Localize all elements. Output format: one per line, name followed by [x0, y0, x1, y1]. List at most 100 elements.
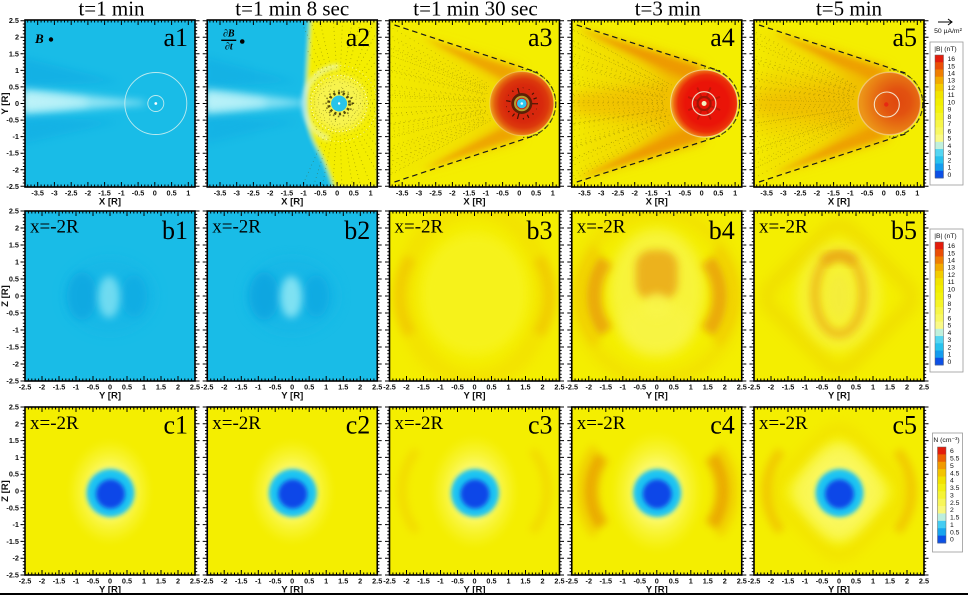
- svg-text:-1: -1: [620, 577, 627, 586]
- svg-text:-1: -1: [300, 189, 307, 198]
- svg-text:a3: a3: [528, 23, 553, 52]
- svg-text:1: 1: [324, 577, 328, 586]
- svg-text:0: 0: [153, 189, 157, 198]
- svg-text:14: 14: [948, 70, 956, 77]
- svg-text:x=-2R: x=-2R: [212, 217, 261, 238]
- svg-text:1.5: 1.5: [703, 383, 713, 392]
- svg-text:-3.5: -3.5: [214, 189, 227, 198]
- svg-text:Z [R]: Z [R]: [0, 480, 11, 502]
- svg-text:-1.5: -1.5: [281, 189, 294, 198]
- svg-text:X [R]: X [R]: [99, 197, 121, 208]
- svg-text:-0.5: -0.5: [816, 577, 829, 586]
- svg-text:2.5: 2.5: [919, 383, 929, 392]
- svg-text:-1.5: -1.5: [235, 577, 248, 586]
- svg-text:Y [R]: Y [R]: [464, 391, 486, 402]
- svg-text:-0.5: -0.5: [634, 383, 647, 392]
- svg-text:2.5: 2.5: [372, 577, 382, 586]
- svg-text:0.5: 0.5: [9, 275, 19, 284]
- svg-text:6: 6: [948, 315, 952, 322]
- svg-text:-1.5: -1.5: [782, 383, 795, 392]
- svg-text:-3: -3: [780, 189, 787, 198]
- svg-text:x=-2R: x=-2R: [30, 413, 79, 434]
- svg-text:-0.5: -0.5: [269, 383, 282, 392]
- svg-text:3: 3: [950, 492, 954, 499]
- svg-text:0.5: 0.5: [669, 577, 679, 586]
- svg-text:-0.5: -0.5: [6, 309, 19, 318]
- svg-text:-0.5: -0.5: [861, 189, 874, 198]
- svg-text:-2.5: -2.5: [383, 577, 396, 586]
- svg-text:7: 7: [948, 308, 952, 315]
- svg-text:2: 2: [723, 577, 727, 586]
- svg-text:0.5: 0.5: [896, 189, 906, 198]
- svg-text:-2: -2: [221, 577, 228, 586]
- svg-text:2: 2: [905, 577, 909, 586]
- svg-text:a5: a5: [892, 23, 917, 52]
- svg-text:0.5: 0.5: [851, 577, 861, 586]
- svg-text:c5: c5: [892, 411, 917, 440]
- svg-text:15: 15: [948, 63, 956, 70]
- svg-text:0.5: 0.5: [167, 189, 177, 198]
- svg-text:0.5: 0.5: [669, 383, 679, 392]
- svg-text:1.5: 1.5: [950, 515, 960, 522]
- svg-text:Y [R]: Y [R]: [281, 391, 303, 402]
- svg-text:-1.5: -1.5: [53, 577, 66, 586]
- svg-text:13: 13: [948, 78, 956, 85]
- svg-text:14: 14: [948, 257, 956, 264]
- svg-text:-2.5: -2.5: [383, 383, 396, 392]
- svg-text:10: 10: [948, 99, 956, 106]
- svg-text:1: 1: [15, 258, 19, 267]
- svg-text:0: 0: [948, 172, 952, 179]
- svg-text:0: 0: [700, 189, 704, 198]
- svg-text:-2.5: -2.5: [748, 383, 761, 392]
- svg-text:-2: -2: [768, 577, 775, 586]
- svg-text:1: 1: [689, 383, 693, 392]
- svg-text:9: 9: [948, 294, 952, 301]
- svg-text:t=5 min: t=5 min: [816, 0, 883, 21]
- svg-text:1: 1: [186, 189, 190, 198]
- svg-text:2: 2: [176, 383, 180, 392]
- svg-text:1: 1: [950, 522, 954, 529]
- svg-text:-0.5: -0.5: [87, 383, 100, 392]
- svg-text:c3: c3: [528, 411, 553, 440]
- svg-text:2.5: 2.5: [950, 500, 960, 507]
- svg-text:-1: -1: [255, 383, 262, 392]
- svg-text:-0.5: -0.5: [679, 189, 692, 198]
- svg-text:X [R]: X [R]: [281, 197, 303, 208]
- svg-text:-2.5: -2.5: [6, 377, 19, 386]
- svg-text:1: 1: [948, 352, 952, 359]
- svg-text:6: 6: [948, 128, 952, 135]
- svg-text:4: 4: [948, 330, 952, 337]
- svg-text:1.5: 1.5: [9, 49, 19, 58]
- svg-text:3: 3: [948, 150, 952, 157]
- svg-text:1.5: 1.5: [520, 383, 530, 392]
- svg-text:x=-2R: x=-2R: [759, 413, 808, 434]
- svg-text:1.5: 1.5: [885, 577, 895, 586]
- svg-text:-0.5: -0.5: [87, 577, 100, 586]
- svg-text:Y [R]: Y [R]: [99, 585, 121, 595]
- svg-text:1: 1: [551, 189, 555, 198]
- svg-text:|B| (nT): |B| (nT): [934, 46, 956, 53]
- svg-text:9: 9: [948, 107, 952, 114]
- svg-text:-1: -1: [13, 520, 20, 529]
- svg-text:c1: c1: [163, 411, 188, 440]
- svg-text:-2.5: -2.5: [6, 571, 19, 580]
- svg-text:-2: -2: [39, 577, 46, 586]
- svg-text:0: 0: [472, 577, 476, 586]
- svg-text:t=1 min 8 sec: t=1 min 8 sec: [235, 0, 349, 21]
- svg-text:8: 8: [948, 114, 952, 121]
- svg-text:a2: a2: [346, 23, 371, 52]
- svg-text:-3.5: -3.5: [578, 189, 591, 198]
- svg-text:2.5: 2.5: [9, 207, 19, 216]
- svg-text:-2.5: -2.5: [794, 189, 807, 198]
- svg-text:-1: -1: [13, 132, 20, 141]
- svg-text:c4: c4: [710, 411, 735, 440]
- svg-text:-3.5: -3.5: [31, 189, 44, 198]
- svg-text:2: 2: [15, 419, 19, 428]
- svg-text:-1.5: -1.5: [417, 383, 430, 392]
- svg-text:0.5: 0.5: [531, 189, 541, 198]
- svg-text:-1: -1: [437, 383, 444, 392]
- svg-text:-2: -2: [631, 189, 638, 198]
- svg-text:-0.5: -0.5: [6, 116, 19, 125]
- svg-text:1: 1: [733, 189, 737, 198]
- svg-text:0.5: 0.5: [122, 577, 132, 586]
